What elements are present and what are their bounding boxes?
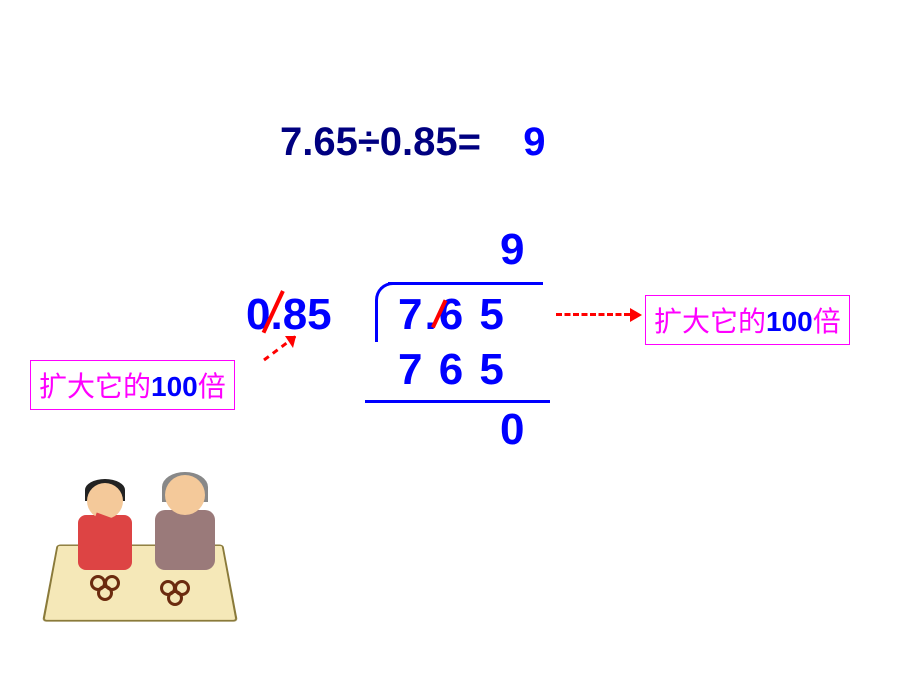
- annotation-right-num: 100: [766, 306, 813, 337]
- annotation-left-text1: 扩大它的: [39, 371, 151, 402]
- annotation-right: 扩大它的100倍: [645, 295, 850, 345]
- annotation-left: 扩大它的100倍: [30, 360, 235, 410]
- grandma-icon: [150, 470, 220, 570]
- annotation-left-text2: 倍: [198, 371, 226, 402]
- boy-icon: [75, 475, 135, 570]
- equation-result: 9: [523, 120, 545, 164]
- annotation-right-text1: 扩大它的: [654, 306, 766, 337]
- knot-icon: [90, 575, 130, 605]
- annotation-right-text2: 倍: [813, 306, 841, 337]
- remainder: 0: [500, 405, 524, 455]
- arrow-right-line: [556, 313, 630, 316]
- subtraction-line: [365, 400, 550, 403]
- equation-row: 7.65÷0.85= 9: [280, 120, 546, 165]
- quotient: 9: [500, 225, 524, 275]
- arrow-right-head-icon: [630, 308, 642, 322]
- dividend: 7.6 5: [398, 290, 506, 340]
- illustration: [40, 460, 260, 630]
- divisor: 0.85: [246, 290, 332, 340]
- division-bracket: [375, 282, 393, 342]
- equation-expression: 7.65÷0.85=: [280, 120, 481, 164]
- knot-icon: [160, 580, 200, 610]
- subtraction-row: 7 6 5: [398, 345, 506, 395]
- division-top-line: [388, 282, 543, 285]
- annotation-left-num: 100: [151, 371, 198, 402]
